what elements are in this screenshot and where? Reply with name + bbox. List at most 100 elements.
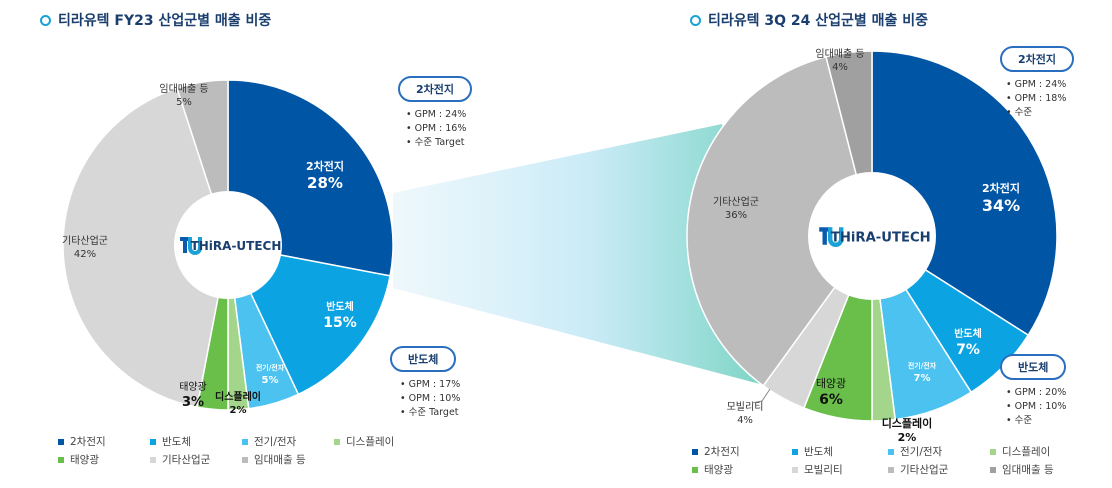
legend-item-전기-전자: 전기/전자: [888, 444, 942, 459]
legend-label: 기타산업군: [162, 454, 211, 466]
logo-text: THiRA-UTECH: [191, 239, 282, 253]
bullet-item: GPM : 24%: [1006, 78, 1074, 92]
legend-item-기타산업군: 기타산업군: [888, 462, 948, 477]
slice-label-2차전지: 2차전지: [306, 159, 344, 173]
legend-swatch: [692, 448, 698, 455]
legend-swatch: [242, 438, 248, 445]
slice-label-디스플레이: 디스플레이: [215, 390, 261, 403]
chart-title-fy23: 티라유텍 FY23 산업군별 매출 비중: [40, 10, 271, 30]
legend-swatch: [792, 448, 798, 455]
legend-item-디스플레이: 디스플레이: [990, 444, 1050, 459]
legend-swatch: [692, 466, 698, 473]
slice-value-반도체: 15%: [323, 315, 357, 331]
bullet-item: OPM : 16%: [406, 122, 472, 136]
slice-label-디스플레이: 디스플레이: [882, 416, 933, 430]
legend-item-2차전지: 2차전지: [58, 434, 106, 449]
legend-item-디스플레이: 디스플레이: [334, 434, 394, 449]
slice-value-기타산업군: 42%: [74, 249, 96, 260]
slice-value-태양광: 6%: [819, 392, 843, 408]
bullet-item: 수준 Target: [406, 136, 472, 150]
pie-slice-기타산업군: [62, 87, 229, 408]
callout-label: 반도체: [390, 346, 457, 372]
legend-item-반도체: 반도체: [792, 444, 833, 459]
slice-value-기타산업군: 36%: [725, 210, 747, 221]
legend-label: 2차전지: [704, 446, 740, 458]
legend-swatch: [150, 438, 156, 445]
callout-bullets: GPM : 24% OPM : 16% 수준 Target: [406, 108, 472, 150]
callout-3q24-semi: 반도체 GPM : 20% OPM : 10% 수준: [1000, 354, 1066, 428]
callout-bullets: GPM : 17% OPM : 10% 수준 Target: [400, 378, 461, 420]
chart-title-3q24: 티라유텍 3Q 24 산업군별 매출 비중: [690, 10, 928, 30]
legend-swatch: [888, 466, 894, 473]
legend-label: 디스플레이: [1002, 446, 1051, 458]
callout-fy23-semi: 반도체 GPM : 17% OPM : 10% 수준 Target: [390, 346, 460, 420]
slice-label-2차전지: 2차전지: [982, 181, 1020, 195]
center-logo-fy23: THiRA-UTECH: [180, 237, 281, 255]
thira-logo-icon: [819, 227, 844, 248]
legend-label: 임대매출 등: [1002, 464, 1054, 476]
pie-center-hole: [174, 191, 282, 299]
legend-label: 임대매출 등: [254, 454, 306, 466]
title-text: 티라유텍 3Q 24 산업군별 매출 비중: [708, 13, 929, 29]
slice-value-전기-전자: 7%: [914, 373, 931, 384]
slice-label-태양광: 태양광: [179, 381, 207, 393]
bullet-item: 수준: [1006, 106, 1074, 120]
legend-swatch: [58, 438, 64, 445]
legend-item-전기-전자: 전기/전자: [242, 434, 296, 449]
slice-value-2차전지: 28%: [307, 174, 343, 192]
bullet-item: GPM : 17%: [400, 378, 461, 392]
callout-bullets: GPM : 24% OPM : 18% 수준: [1006, 78, 1074, 120]
legend-label: 모빌리티: [804, 464, 843, 476]
legend-item-태양광: 태양광: [692, 462, 733, 477]
legend-label: 기타산업군: [900, 464, 949, 476]
pie-slice-반도체: [226, 243, 391, 396]
callout-3q24-battery: 2차전지 GPM : 24% OPM : 18% 수준: [1000, 46, 1075, 120]
legend-swatch: [792, 466, 798, 473]
callout-label: 2차전지: [398, 76, 473, 102]
legend-swatch: [990, 448, 996, 455]
bullet-ring-icon: [690, 14, 701, 26]
slice-label-반도체: 반도체: [326, 300, 354, 313]
slice-label-기타산업군: 기타산업군: [713, 195, 759, 208]
bullet-item: OPM : 10%: [1006, 400, 1067, 414]
title-text: 티라유텍 FY23 산업군별 매출 비중: [58, 13, 272, 29]
thira-logo-icon: [180, 237, 202, 255]
slice-label-전기-전자: 전기/전자: [256, 363, 285, 372]
slice-value-임대매출-등: 5%: [176, 97, 192, 108]
legend-label: 태양광: [704, 464, 733, 476]
legend-item-모빌리티: 모빌리티: [792, 462, 843, 477]
legend-item-임대매출-등: 임대매출 등: [242, 452, 306, 467]
slice-value-디스플레이: 2%: [230, 405, 247, 416]
legend-swatch: [150, 456, 156, 463]
pie-fy23: 2차전지28%반도체15%전기/전자5%디스플레이2%태양광3%기타산업군42%…: [62, 79, 394, 416]
slice-label-임대매출-등: 임대매출 등: [815, 47, 864, 60]
bullet-item: 수준 Target: [400, 406, 460, 420]
pie-center-hole: [808, 172, 936, 300]
slice-value-전기-전자: 5%: [262, 375, 279, 386]
bullet-item: GPM : 20%: [1006, 386, 1067, 400]
legend-item-태양광: 태양광: [58, 452, 99, 467]
callout-bullets: GPM : 20% OPM : 10% 수준: [1006, 386, 1067, 428]
slice-value-모빌리티: 4%: [737, 415, 753, 426]
bullet-item: GPM : 24%: [406, 108, 472, 122]
legend-swatch: [242, 456, 248, 463]
legend-label: 디스플레이: [346, 436, 395, 448]
bullet-item: OPM : 10%: [400, 392, 461, 406]
legend-item-기타산업군: 기타산업군: [150, 452, 210, 467]
callout-label: 반도체: [1000, 354, 1067, 380]
logo-text: THiRA-UTECH: [831, 231, 931, 246]
slice-value-2차전지: 34%: [982, 196, 1020, 215]
bullet-ring-icon: [40, 14, 51, 26]
slice-label-태양광: 태양광: [816, 377, 846, 390]
slice-label-전기-전자: 전기/전자: [908, 361, 937, 370]
legend-item-반도체: 반도체: [150, 434, 191, 449]
slice-label-반도체: 반도체: [954, 327, 982, 340]
callout-label: 2차전지: [1000, 46, 1075, 72]
legend-label: 2차전지: [70, 436, 106, 448]
legend-label: 전기/전자: [900, 446, 943, 458]
slice-label-기타산업군: 기타산업군: [62, 234, 108, 247]
